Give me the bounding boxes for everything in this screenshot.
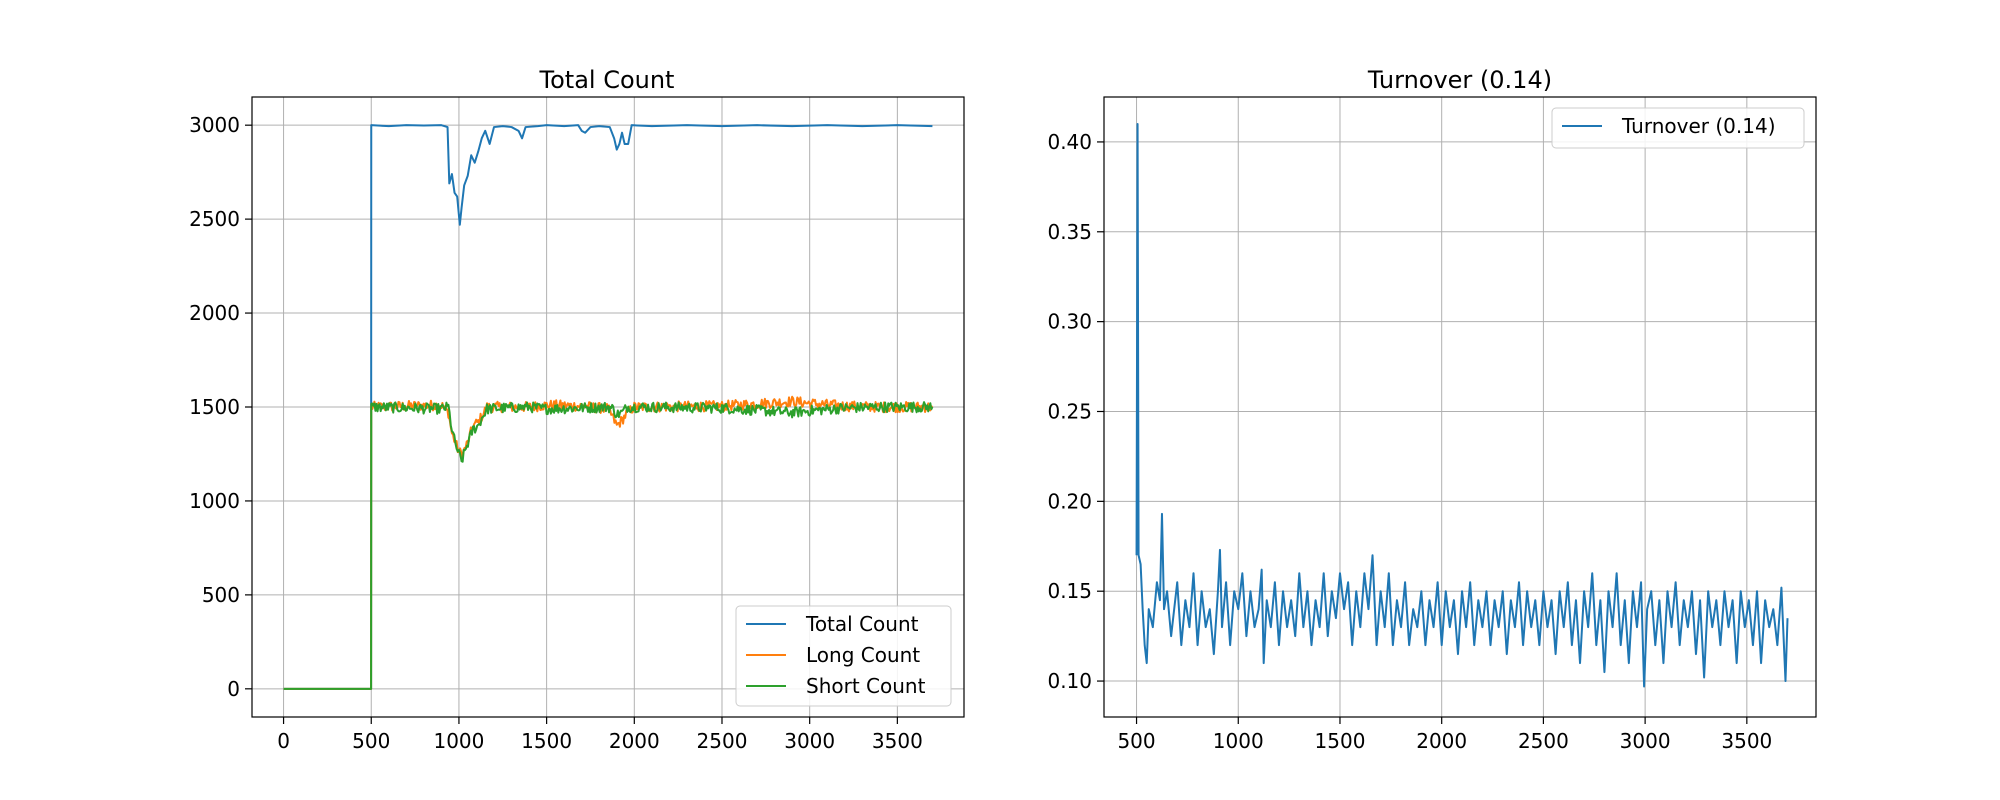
legend-label-turnover: Turnover (0.14) — [1621, 114, 1776, 138]
y-tick-label: 1500 — [189, 395, 240, 419]
chart-title: Turnover (0.14) — [1367, 66, 1552, 94]
y-tick-label: 0.15 — [1047, 579, 1092, 603]
series-line-short-count — [283, 401, 934, 690]
legend-label-total: Total Count — [805, 612, 919, 636]
x-tick-label: 1000 — [1213, 729, 1264, 753]
x-tick-label: 0 — [277, 729, 290, 753]
y-tick-label: 2500 — [189, 207, 240, 231]
y-tick-label: 0.20 — [1047, 489, 1092, 513]
x-tick-label: 1000 — [433, 729, 484, 753]
legend-box — [735, 605, 952, 707]
x-tick-label: 1500 — [521, 729, 572, 753]
x-tick-label: 3500 — [872, 729, 923, 753]
y-tick-label: 500 — [202, 583, 240, 607]
turnover-chart: Turnover (0.14) 500 1000 1500 2000 2500 3000 3… — [1047, 66, 1817, 753]
x-tick-label: 2000 — [609, 729, 660, 753]
y-tick-label: 0.35 — [1047, 220, 1092, 244]
y-tick-label: 0.30 — [1047, 310, 1092, 334]
y-tick-label: 2000 — [189, 301, 240, 325]
legend-label-short: Short Count — [806, 674, 926, 698]
x-tick-label: 2500 — [1518, 729, 1569, 753]
total-count-chart: Total Count 0 500 1000 1500 2000 2500 3000 3500… — [189, 66, 965, 753]
y-tick-label: 0 — [227, 677, 240, 701]
y-axis: 0 500 1000 1500 2000 2500 3000 — [189, 113, 252, 701]
series-group — [1135, 122, 1789, 688]
y-axis: 0.10 0.15 0.20 0.25 0.30 0.35 0.40 — [1047, 130, 1104, 693]
series-group — [283, 124, 934, 690]
x-tick-label: 3000 — [1620, 729, 1671, 753]
series-line-total-count — [283, 124, 933, 690]
plot-frame — [1103, 96, 1817, 718]
x-tick-label: 3000 — [784, 729, 835, 753]
x-tick-label: 2500 — [697, 729, 748, 753]
chart-title: Total Count — [539, 66, 675, 94]
legend: Turnover (0.14) — [1551, 107, 1805, 149]
x-tick-label: 2000 — [1416, 729, 1467, 753]
y-tick-label: 3000 — [189, 113, 240, 137]
y-tick-label: 1000 — [189, 489, 240, 513]
x-tick-label: 3500 — [1721, 729, 1772, 753]
x-tick-label: 500 — [1117, 729, 1155, 753]
x-tick-label: 500 — [352, 729, 390, 753]
x-axis: 500 1000 1500 2000 2500 3000 3500 — [1117, 717, 1772, 753]
x-tick-label: 1500 — [1315, 729, 1366, 753]
y-tick-label: 0.25 — [1047, 399, 1092, 423]
series-line-turnover-0-14 — [1135, 122, 1789, 688]
x-axis: 0 500 1000 1500 2000 2500 3000 3500 — [277, 717, 923, 753]
legend-label-long: Long Count — [806, 643, 920, 667]
legend: Total Count Long Count Short Count — [735, 605, 952, 707]
y-tick-label: 0.10 — [1047, 669, 1092, 693]
y-tick-label: 0.40 — [1047, 130, 1092, 154]
legend-box — [1551, 107, 1805, 149]
